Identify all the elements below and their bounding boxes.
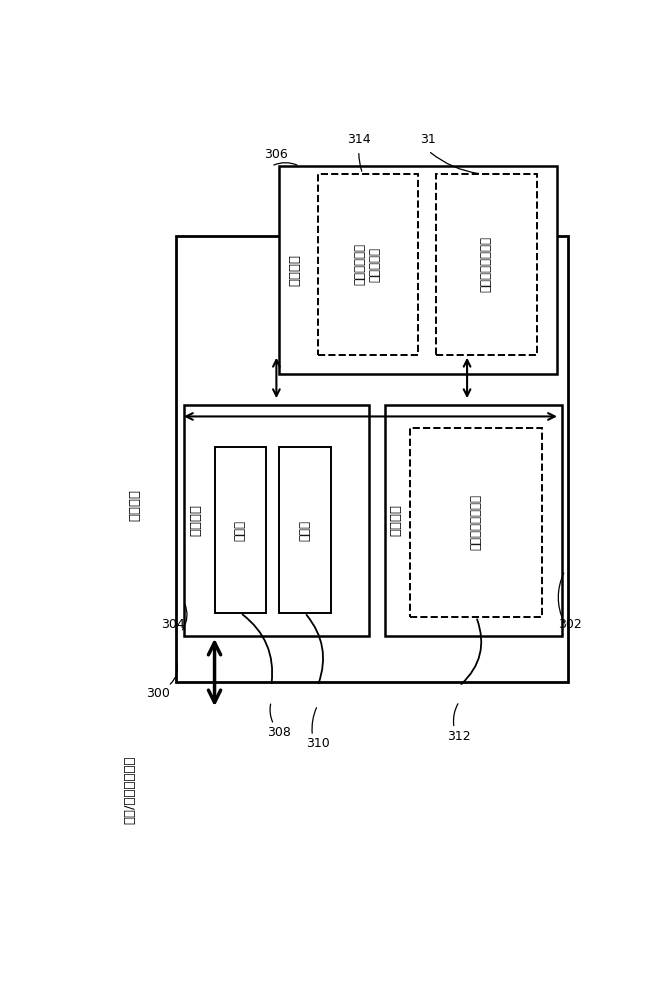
Text: 308: 308 bbox=[267, 726, 291, 739]
Text: 通信接口: 通信接口 bbox=[189, 504, 202, 536]
Text: 针对多个小区
的系统信息: 针对多个小区 的系统信息 bbox=[354, 243, 382, 285]
Text: 接入终端: 接入终端 bbox=[128, 489, 141, 521]
Text: 系统信息采集电路: 系统信息采集电路 bbox=[469, 494, 483, 550]
Text: 302: 302 bbox=[559, 618, 582, 631]
Text: 304: 304 bbox=[162, 618, 185, 631]
Text: 存储介质: 存储介质 bbox=[288, 254, 301, 286]
Text: 31: 31 bbox=[420, 133, 436, 146]
Text: 系统信息采集操作: 系统信息采集操作 bbox=[480, 236, 493, 292]
Bar bbox=[215, 447, 266, 613]
Bar bbox=[176, 235, 568, 682]
Text: 314: 314 bbox=[347, 133, 370, 146]
Bar bbox=[318, 174, 418, 355]
Text: 发射机: 发射机 bbox=[298, 520, 311, 541]
Bar bbox=[184, 405, 369, 636]
Bar bbox=[410, 428, 542, 617]
Text: 处理电路: 处理电路 bbox=[390, 504, 402, 536]
Bar bbox=[279, 447, 331, 613]
Bar bbox=[279, 166, 557, 374]
Text: 306: 306 bbox=[265, 148, 288, 161]
Text: 310: 310 bbox=[306, 737, 329, 750]
Bar bbox=[384, 405, 563, 636]
Text: 接收机: 接收机 bbox=[234, 520, 247, 541]
Text: 312: 312 bbox=[448, 730, 471, 742]
Bar bbox=[436, 174, 537, 355]
Text: 去往/来自网络节点: 去往/来自网络节点 bbox=[123, 756, 136, 824]
Text: 300: 300 bbox=[146, 687, 170, 700]
